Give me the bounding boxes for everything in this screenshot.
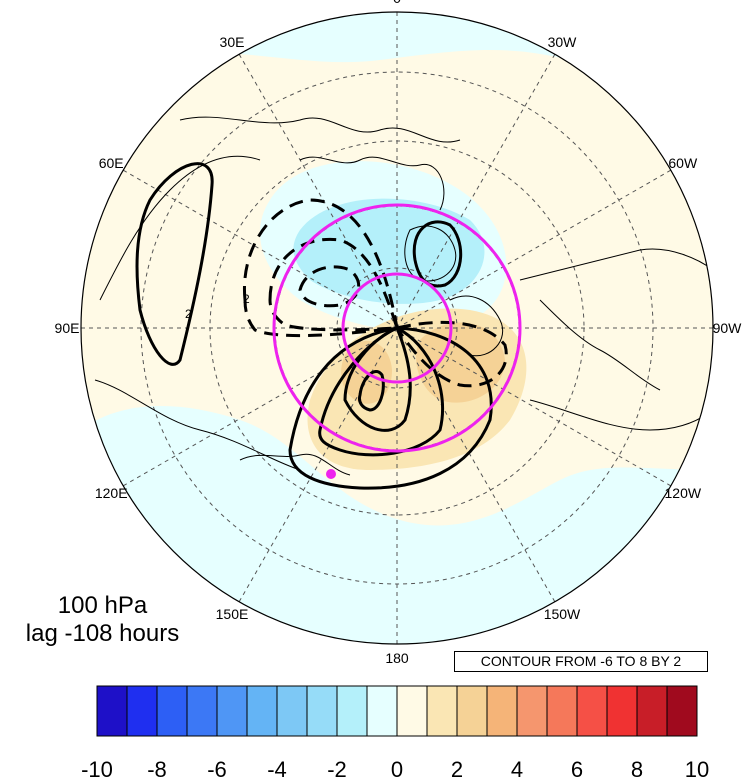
reference-circles bbox=[272, 203, 522, 453]
coastlines bbox=[94, 116, 713, 476]
colorbar-swatch bbox=[336, 685, 368, 737]
colorbar-swatch bbox=[156, 685, 188, 737]
longitude-label: 180 bbox=[385, 650, 409, 666]
globe-outline bbox=[80, 11, 714, 645]
colorbar-tick-label: 8 bbox=[631, 757, 643, 779]
longitude-label: 60E bbox=[99, 155, 124, 171]
colorbar-tick-label: -8 bbox=[147, 757, 167, 779]
colorbar-tick-label: -6 bbox=[207, 757, 227, 779]
colorbar-tick-label: 4 bbox=[511, 757, 523, 779]
contour-negative bbox=[242, 198, 399, 338]
colorbar-swatch bbox=[96, 685, 128, 737]
reference-point-marker bbox=[326, 469, 336, 479]
colorbar-swatch bbox=[216, 685, 248, 737]
longitude-label: 90E bbox=[55, 320, 80, 336]
pressure-level-label: 100 hPa bbox=[57, 592, 148, 619]
contour-positive bbox=[343, 325, 412, 432]
colorbar-swatch bbox=[126, 685, 158, 737]
contour-negative bbox=[268, 237, 400, 332]
lag-label: lag -108 hours bbox=[25, 620, 180, 647]
colorbar-swatch bbox=[276, 685, 308, 737]
colorbar-swatch bbox=[306, 685, 338, 737]
reference-circle-inner bbox=[341, 272, 453, 384]
longitude-labels: 0 30E 30W 60E 60W 90E 90W 120E 120W 150E 150W 180 bbox=[55, 0, 743, 666]
contours bbox=[135, 162, 493, 490]
colorbar-swatch bbox=[486, 685, 518, 737]
colorbar-swatch bbox=[546, 685, 578, 737]
colorbar-swatch bbox=[606, 685, 638, 737]
contour-positive bbox=[135, 162, 214, 366]
contour-label: 2 bbox=[185, 307, 192, 321]
longitude-label: 0 bbox=[393, 0, 401, 6]
colorbar-tick-label: -2 bbox=[327, 757, 347, 779]
colorbar bbox=[96, 685, 698, 737]
contour-label: 2 bbox=[243, 292, 250, 306]
colorbar-tick-label: 10 bbox=[685, 757, 709, 779]
colorbar-tick-label: 0 bbox=[391, 757, 403, 779]
contour-negative bbox=[394, 320, 508, 388]
longitude-label: 150W bbox=[544, 606, 581, 622]
colorbar-swatch bbox=[636, 685, 668, 737]
colorbar-tick-label: -4 bbox=[267, 757, 287, 779]
longitude-label: 120W bbox=[665, 485, 702, 501]
colorbar-swatch bbox=[516, 685, 548, 737]
colorbar-tick-label: 6 bbox=[571, 757, 583, 779]
colorbar-swatch bbox=[456, 685, 488, 737]
longitude-label: 30E bbox=[220, 34, 245, 50]
colorbar-swatch bbox=[426, 685, 458, 737]
colorbar-tick-label: 2 bbox=[451, 757, 463, 779]
longitude-label: 60W bbox=[668, 155, 698, 171]
colorbar-swatch bbox=[246, 685, 278, 737]
longitude-label: 120E bbox=[95, 485, 128, 501]
contours-negative bbox=[242, 198, 508, 388]
colorbar-labels: -10 -8 -6 -4 -2 0 2 4 6 8 10 bbox=[81, 757, 709, 779]
contour-info-box: CONTOUR FROM -6 TO 8 BY 2 bbox=[454, 651, 708, 672]
longitude-label: 30W bbox=[548, 34, 578, 50]
colorbar-swatch bbox=[396, 685, 428, 737]
colorbar-swatch bbox=[666, 685, 698, 737]
reference-circle-outer bbox=[272, 203, 522, 453]
colorbar-swatch bbox=[186, 685, 218, 737]
colorbar-tick-label: -10 bbox=[81, 757, 113, 779]
contour-negative bbox=[298, 265, 361, 308]
colorbar-swatch bbox=[366, 685, 398, 737]
contour-positive bbox=[288, 326, 493, 490]
colorbar-swatch bbox=[576, 685, 608, 737]
longitude-label: 150E bbox=[216, 606, 249, 622]
longitude-label: 90W bbox=[713, 320, 743, 336]
